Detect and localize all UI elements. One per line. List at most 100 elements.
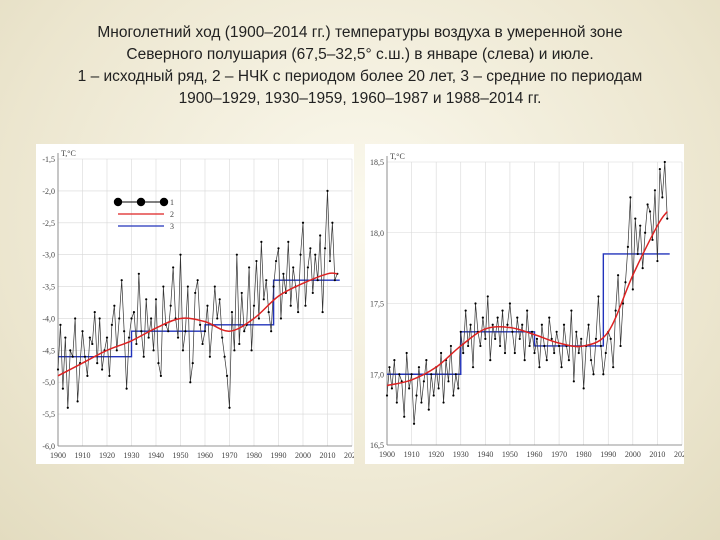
data-point	[328, 259, 332, 263]
data-point	[572, 380, 575, 383]
unit-label: T,°C	[61, 149, 76, 158]
data-point	[203, 330, 207, 333]
x-tick-label: 1900	[50, 451, 66, 460]
data-point	[523, 359, 526, 362]
data-point	[594, 337, 598, 340]
data-point	[508, 302, 512, 305]
data-point	[145, 298, 148, 301]
data-point	[56, 368, 60, 371]
data-point	[597, 295, 600, 298]
data-point	[545, 359, 548, 362]
data-point	[580, 337, 583, 340]
data-point	[277, 247, 280, 250]
figure-caption: Многолетний ход (1900–2014 гг.) температ…	[40, 22, 680, 110]
data-point	[506, 323, 509, 326]
data-point	[619, 344, 622, 348]
data-point	[469, 323, 472, 326]
data-point	[225, 374, 229, 377]
series-2-smoothed	[386, 211, 668, 387]
data-point	[467, 344, 470, 348]
x-tick-label: 1980	[246, 451, 262, 460]
data-point	[140, 330, 143, 333]
data-point	[560, 366, 563, 369]
y-tick-label: -5,0	[42, 378, 55, 387]
data-point	[127, 336, 131, 339]
data-point	[442, 401, 445, 404]
x-tick-label: 1960	[527, 450, 543, 459]
data-point	[255, 259, 258, 263]
data-point	[316, 279, 319, 282]
data-point	[533, 351, 536, 355]
data-point	[511, 330, 514, 333]
data-point	[248, 266, 251, 269]
legend-marker	[136, 197, 146, 207]
series-1-line	[57, 190, 338, 408]
data-point	[589, 359, 593, 362]
data-point	[235, 253, 238, 256]
x-tick-label: 1910	[404, 450, 420, 459]
x-tick-label: 1980	[576, 450, 592, 459]
data-point	[137, 272, 140, 275]
y-tick-label: -3,0	[42, 251, 55, 260]
data-point	[221, 336, 224, 339]
data-point	[486, 295, 489, 298]
legend-label: 2	[170, 210, 174, 219]
data-point	[250, 349, 253, 352]
x-tick-label: 2000	[295, 451, 311, 460]
data-point	[113, 304, 116, 307]
grid	[386, 161, 683, 446]
data-point	[403, 415, 406, 418]
series-3-period-means	[387, 253, 670, 375]
x-tick-label: 2010	[649, 450, 665, 459]
y-tick-label: -4,5	[42, 346, 55, 355]
data-point	[518, 337, 521, 340]
data-point	[494, 337, 497, 340]
y-tick-label: 18,0	[370, 229, 384, 238]
series-1-points	[385, 160, 669, 425]
data-point	[503, 351, 507, 355]
data-point	[169, 304, 172, 307]
x-tick-label: 2000	[625, 450, 641, 459]
data-point	[548, 316, 551, 319]
legend-label: 1	[170, 198, 174, 207]
data-point	[631, 288, 634, 291]
data-point	[105, 336, 109, 339]
data-point	[208, 355, 211, 358]
grid	[57, 158, 353, 447]
data-point	[120, 279, 123, 282]
data-point	[186, 285, 189, 288]
data-point	[454, 373, 457, 376]
data-point	[634, 217, 637, 220]
data-point	[213, 285, 216, 288]
caption-line-2: Северного полушария (67,5–32,5° с.ш.) в …	[126, 46, 594, 63]
data-point	[602, 373, 605, 376]
x-tick-label: 1960	[197, 451, 213, 460]
data-point	[306, 266, 309, 269]
data-point	[287, 240, 290, 244]
data-point	[194, 291, 197, 295]
data-point	[459, 330, 462, 333]
data-point	[108, 374, 111, 377]
data-point	[521, 323, 524, 326]
data-point	[331, 221, 334, 224]
data-point	[223, 355, 226, 358]
data-point	[176, 336, 180, 339]
data-point	[405, 351, 408, 355]
x-tick-label: 1940	[477, 450, 493, 459]
x-tick-label: 1900	[379, 450, 395, 459]
data-point	[621, 302, 625, 305]
data-point	[243, 330, 246, 333]
data-point	[238, 342, 241, 346]
data-point	[130, 317, 133, 320]
data-point	[575, 330, 578, 333]
unit-label: T,°C	[390, 152, 405, 161]
data-point	[644, 231, 647, 234]
x-tick-label: 2020	[674, 450, 684, 459]
data-point	[135, 342, 138, 346]
y-tick-label: 18,5	[370, 158, 384, 167]
data-point	[179, 253, 182, 256]
data-point	[152, 349, 155, 352]
x-tick-label: 1990	[271, 451, 287, 460]
data-point	[240, 291, 243, 295]
data-point	[385, 394, 389, 397]
